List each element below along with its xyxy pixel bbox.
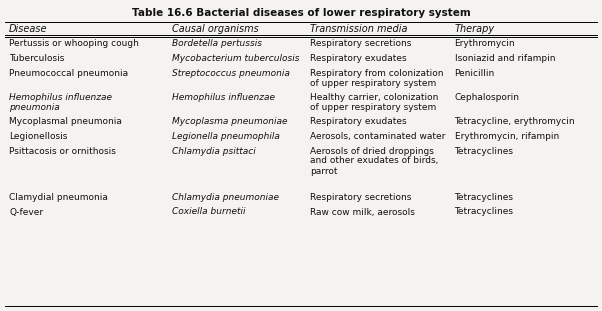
Text: Mycobacterium tuberculosis: Mycobacterium tuberculosis	[172, 54, 299, 63]
Text: Mycoplasmal pneumonia: Mycoplasmal pneumonia	[9, 118, 122, 127]
Text: Raw cow milk, aerosols: Raw cow milk, aerosols	[310, 207, 415, 216]
Text: Causal organisms: Causal organisms	[172, 24, 258, 34]
Text: Tuberculosis: Tuberculosis	[9, 54, 64, 63]
Text: Tetracycline, erythromycin: Tetracycline, erythromycin	[455, 118, 575, 127]
Text: Respiratory exudates: Respiratory exudates	[310, 118, 407, 127]
Text: Cephalosporin: Cephalosporin	[455, 93, 520, 102]
Text: Aerosols of dried droppings: Aerosols of dried droppings	[310, 146, 434, 156]
Text: Chlamydia pneumoniae: Chlamydia pneumoniae	[172, 193, 279, 202]
Text: Pneumococcal pneumonia: Pneumococcal pneumonia	[9, 68, 128, 77]
Text: Tetracyclines: Tetracyclines	[455, 207, 514, 216]
Text: Hemophilus influenzae: Hemophilus influenzae	[9, 93, 112, 102]
Text: Hemophilus influenzae: Hemophilus influenzae	[172, 93, 275, 102]
Text: Therapy: Therapy	[455, 24, 495, 34]
Text: Table 16.6 Bacterial diseases of lower respiratory system: Table 16.6 Bacterial diseases of lower r…	[132, 8, 470, 18]
Text: Erythromycin, rifampin: Erythromycin, rifampin	[455, 132, 559, 141]
Text: Bordetella pertussis: Bordetella pertussis	[172, 39, 262, 49]
Text: Legionella pneumophila: Legionella pneumophila	[172, 132, 279, 141]
Text: Respiratory from colonization: Respiratory from colonization	[310, 68, 444, 77]
Text: Disease: Disease	[9, 24, 48, 34]
Text: Respiratory secretions: Respiratory secretions	[310, 39, 411, 49]
Text: Mycoplasma pneumoniae: Mycoplasma pneumoniae	[172, 118, 287, 127]
Text: of upper respiratory system: of upper respiratory system	[310, 103, 436, 112]
Text: of upper respiratory system: of upper respiratory system	[310, 78, 436, 87]
Text: Q-fever: Q-fever	[9, 207, 43, 216]
Text: Healthy carrier, colonization: Healthy carrier, colonization	[310, 93, 438, 102]
Text: Chlamydia psittaci: Chlamydia psittaci	[172, 146, 255, 156]
Text: Tetracyclines: Tetracyclines	[455, 193, 514, 202]
Text: Transmission media: Transmission media	[310, 24, 408, 34]
Text: Penicillin: Penicillin	[455, 68, 495, 77]
Text: parrot: parrot	[310, 166, 338, 175]
Text: Psittacosis or ornithosis: Psittacosis or ornithosis	[9, 146, 116, 156]
Text: Respiratory secretions: Respiratory secretions	[310, 193, 411, 202]
Text: Isoniazid and rifampin: Isoniazid and rifampin	[455, 54, 555, 63]
Text: pneumonia: pneumonia	[9, 103, 60, 112]
Text: Erythromycin: Erythromycin	[455, 39, 515, 49]
Text: Pertussis or whooping cough: Pertussis or whooping cough	[9, 39, 139, 49]
Text: Aerosols, contaminated water: Aerosols, contaminated water	[310, 132, 445, 141]
Text: Coxiella burnetii: Coxiella burnetii	[172, 207, 245, 216]
Text: Clamydial pneumonia: Clamydial pneumonia	[9, 193, 108, 202]
Text: and other exudates of birds,: and other exudates of birds,	[310, 156, 438, 165]
Text: Tetracyclines: Tetracyclines	[455, 146, 514, 156]
Text: Streptococcus pneumonia: Streptococcus pneumonia	[172, 68, 290, 77]
Text: Respiratory exudates: Respiratory exudates	[310, 54, 407, 63]
Text: Legionellosis: Legionellosis	[9, 132, 67, 141]
